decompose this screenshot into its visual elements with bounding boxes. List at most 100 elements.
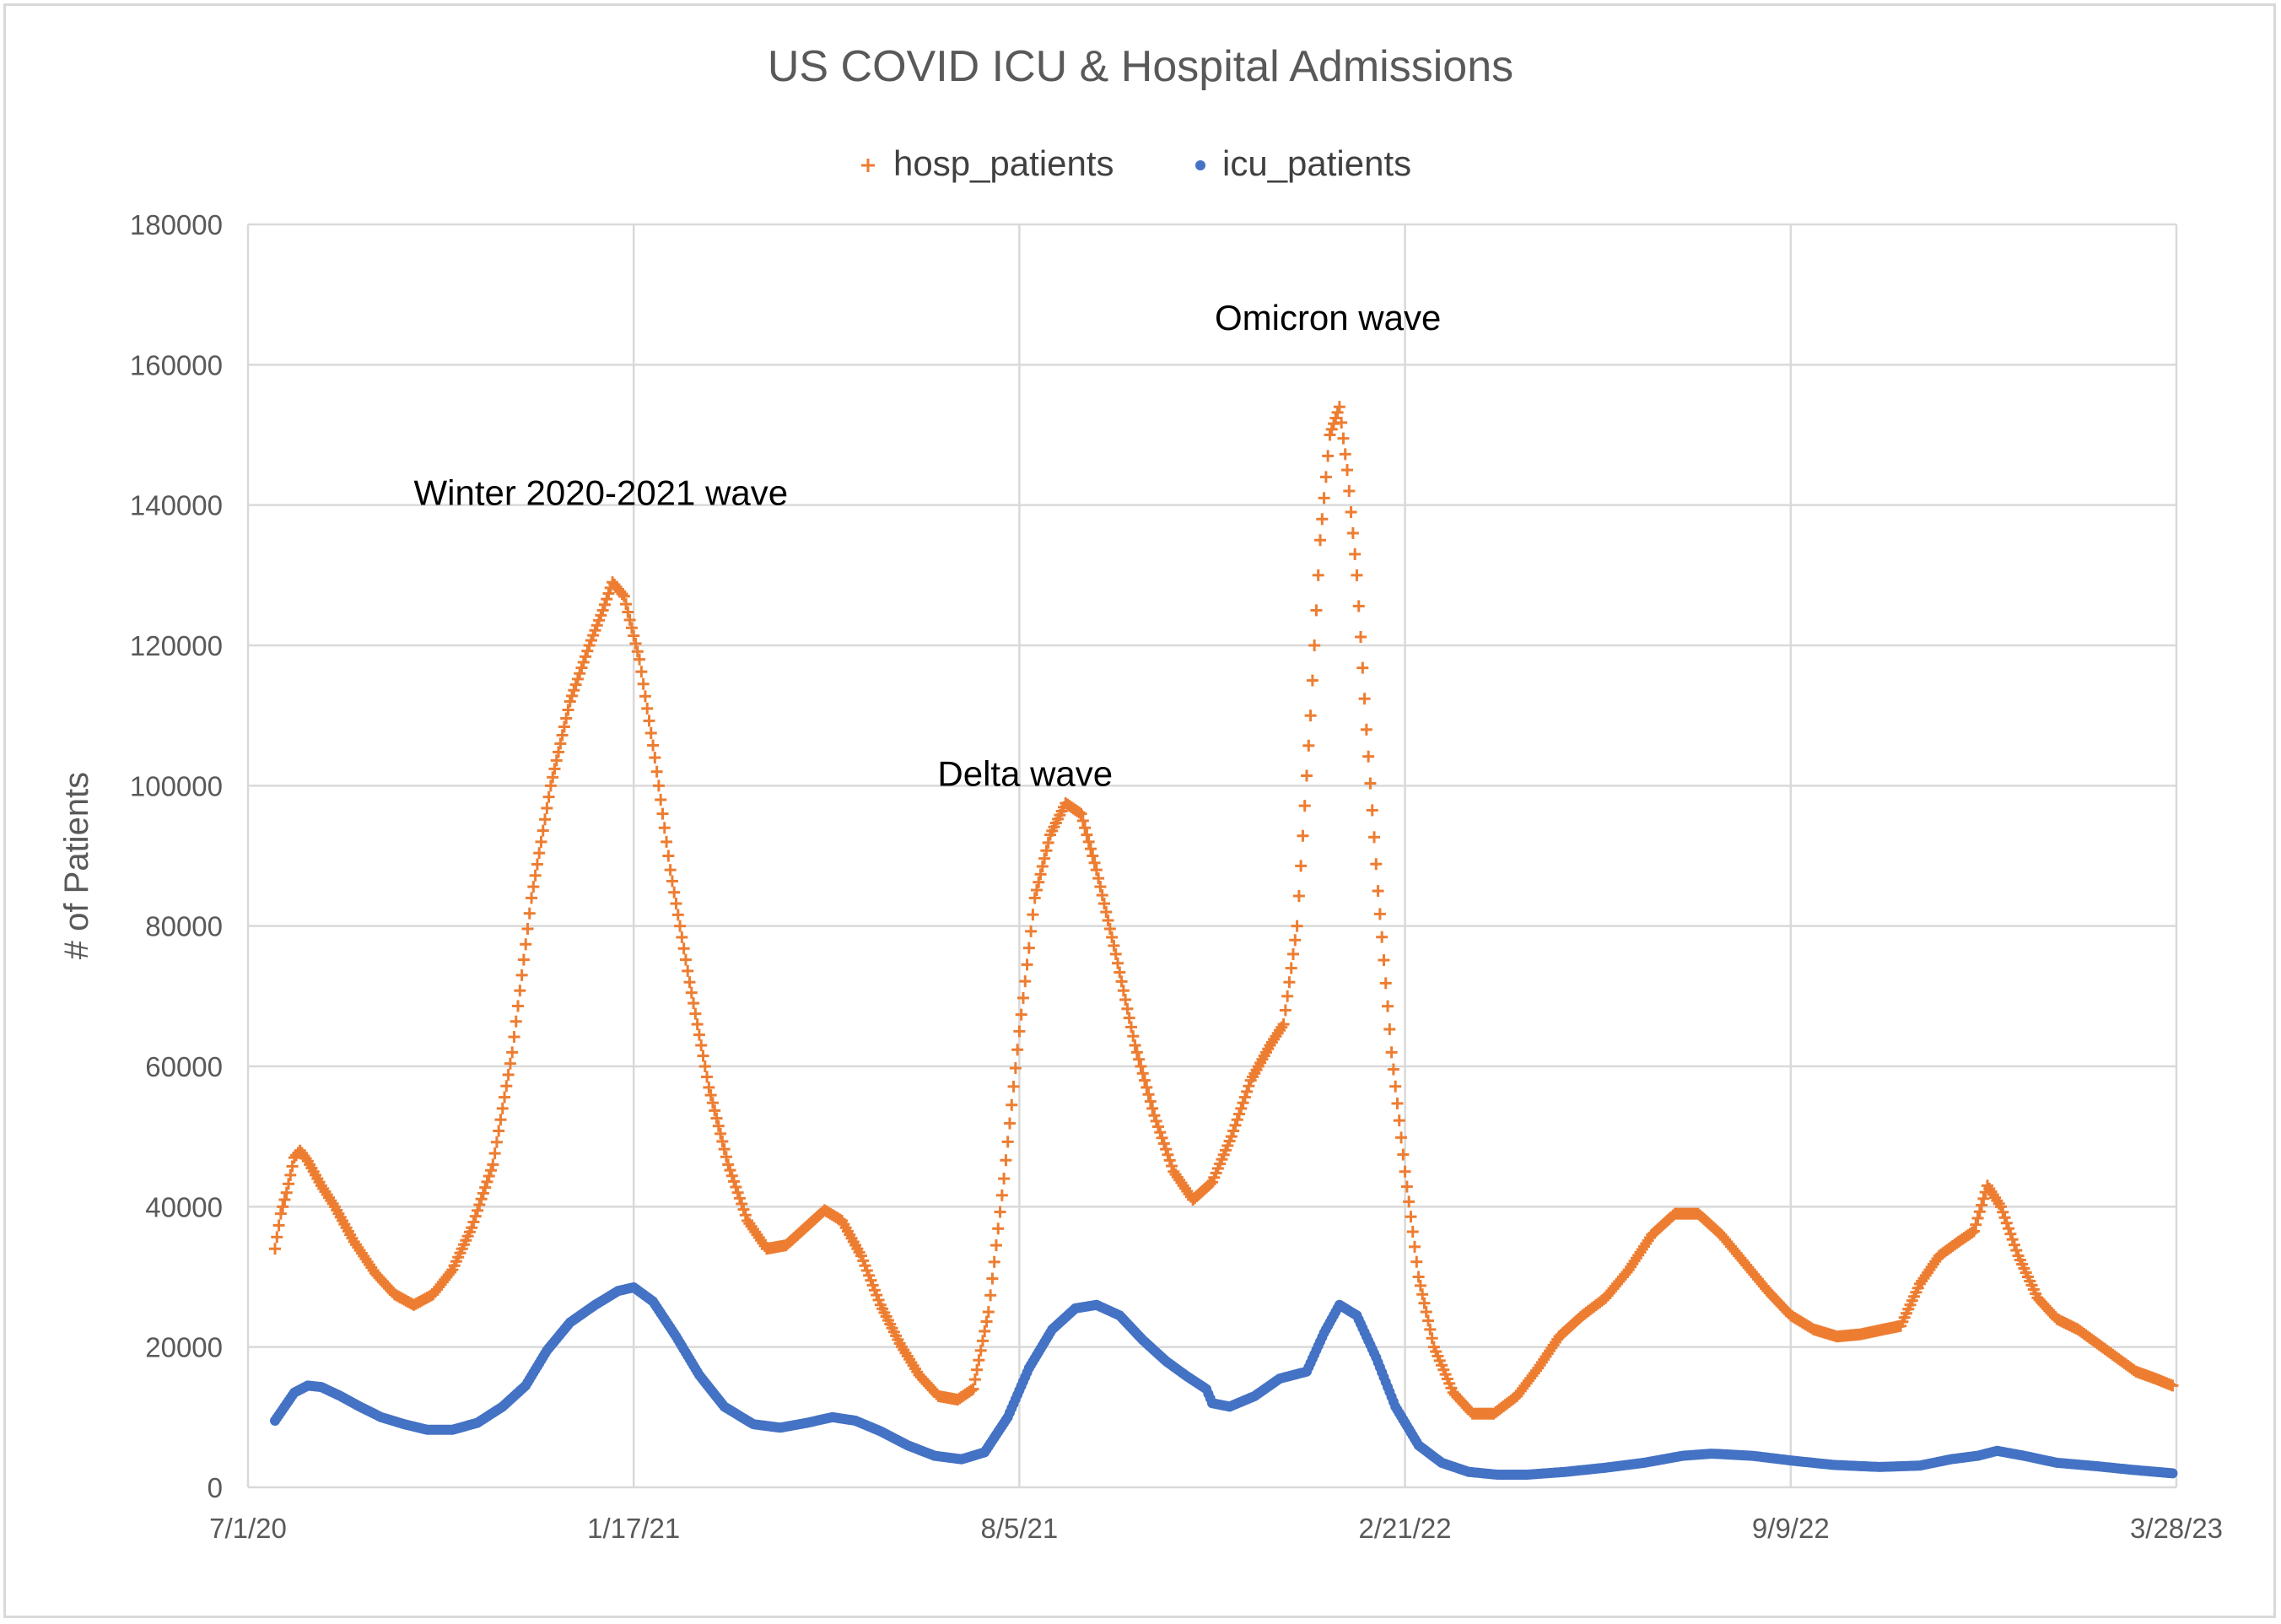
hosp-point	[1103, 922, 1116, 935]
hosp-point	[1292, 890, 1305, 903]
hosp-point	[724, 1164, 736, 1177]
hosp-point	[506, 1046, 519, 1059]
hosp-point	[1075, 807, 1087, 820]
y-axis-title: # of Patients	[58, 772, 95, 959]
hosp-point	[1410, 1255, 1423, 1268]
hosp-point	[1325, 423, 1338, 435]
hosp-point	[1322, 450, 1335, 462]
x-tick-label: 2/21/22	[1359, 1513, 1452, 1544]
hosp-point	[730, 1181, 742, 1194]
hosp-point	[1156, 1131, 1168, 1144]
hosp-point	[1042, 836, 1054, 849]
hosp-point	[485, 1164, 498, 1177]
hosp-point	[1015, 1008, 1027, 1021]
hosp-point	[1318, 492, 1330, 504]
hosp-point	[1100, 906, 1113, 919]
x-tick-label: 9/9/22	[1752, 1513, 1830, 1544]
hosp-point	[616, 588, 628, 601]
hosp-point	[1109, 947, 1122, 960]
hosp-point	[1150, 1114, 1162, 1127]
hosp-point	[500, 1080, 513, 1093]
gridlines	[246, 223, 2178, 1489]
hosp-point	[736, 1198, 748, 1211]
hosp-point	[641, 702, 654, 715]
hosp-point	[271, 1231, 283, 1244]
hosp-point	[1108, 939, 1120, 952]
hosp-point	[514, 985, 526, 997]
y-axis-ticks: 0 20000 40000 60000 80000 100000 120000 140000 1…	[130, 209, 223, 1503]
hosp-point	[1310, 604, 1323, 617]
hosp-point	[272, 1219, 285, 1232]
hosp-point	[1124, 1021, 1137, 1033]
hosp-point	[677, 942, 690, 955]
hosp-point	[1373, 908, 1386, 920]
hosp-point	[685, 986, 698, 999]
hosp-point	[1382, 1000, 1394, 1012]
y-tick-label: 80000	[145, 911, 223, 942]
hosp-point	[520, 938, 532, 951]
hosp-point	[704, 1089, 717, 1102]
legend: hosp_patients icu_patients	[861, 143, 1411, 183]
hosp-point	[1393, 1114, 1405, 1127]
hosp-point	[1341, 464, 1354, 477]
hosp-point	[1154, 1126, 1167, 1139]
hosp-point	[556, 729, 569, 742]
hosp-point	[1038, 852, 1051, 865]
hosp-point	[1312, 569, 1324, 581]
hosp-point	[1025, 925, 1038, 937]
hosp-point	[517, 953, 530, 966]
hosp-point	[1376, 931, 1389, 943]
hosp-point	[1102, 915, 1114, 927]
hosp-point	[1416, 1288, 1429, 1301]
y-tick-label: 60000	[145, 1051, 223, 1082]
hosp-point	[481, 1175, 493, 1188]
hosp-point	[662, 850, 675, 862]
hosp-point	[1135, 1060, 1147, 1072]
hosp-point	[1028, 892, 1041, 904]
hosp-point	[1115, 975, 1128, 988]
hosp-point	[682, 964, 694, 977]
hosp-point	[1378, 954, 1390, 967]
hosp-point	[277, 1200, 289, 1213]
hosp-point	[1225, 1130, 1238, 1143]
hosp-point	[1277, 1018, 1290, 1031]
hosp-point	[693, 1028, 705, 1041]
hosp-point	[535, 835, 547, 848]
hosp-point	[1142, 1088, 1155, 1101]
hosp-point	[676, 931, 688, 943]
hosp-point	[1090, 864, 1103, 877]
hosp-point	[1420, 1306, 1432, 1319]
icu-point	[2167, 1468, 2178, 1479]
hosp-point	[274, 1207, 287, 1220]
hosp-point	[1006, 1098, 1018, 1111]
hosp-point	[1096, 889, 1108, 902]
hosp-point	[1358, 693, 1371, 705]
hosp-point	[1379, 977, 1392, 990]
hosp-point	[1121, 1002, 1134, 1015]
hosp-point	[479, 1181, 492, 1194]
hosp-point	[629, 637, 642, 650]
hosp-point	[269, 1243, 282, 1255]
y-tick-label: 120000	[130, 630, 223, 661]
hosp-point	[1144, 1095, 1157, 1108]
hosp-point	[1389, 1080, 1402, 1093]
hosp-point	[1204, 1178, 1216, 1190]
hosp-point	[1301, 769, 1313, 782]
hosp-point	[979, 1325, 991, 1337]
hosp-point	[284, 1168, 297, 1181]
hosp-point	[670, 898, 682, 910]
hosp-point	[1368, 831, 1381, 844]
legend-icu-marker-icon	[1195, 160, 1205, 170]
hosp-point	[1148, 1109, 1161, 1122]
hosp-point	[1387, 1063, 1399, 1076]
hosp-point	[558, 720, 570, 733]
hosp-point	[697, 1049, 709, 1062]
hosp-point	[598, 598, 611, 611]
hosp-point	[568, 684, 580, 697]
hosp-point	[984, 1289, 997, 1302]
y-tick-label: 160000	[130, 349, 223, 380]
hosp-point	[1136, 1067, 1149, 1080]
hosp-point	[1400, 1180, 1413, 1193]
hosp-point	[695, 1039, 708, 1052]
hosp-point	[1364, 777, 1377, 790]
